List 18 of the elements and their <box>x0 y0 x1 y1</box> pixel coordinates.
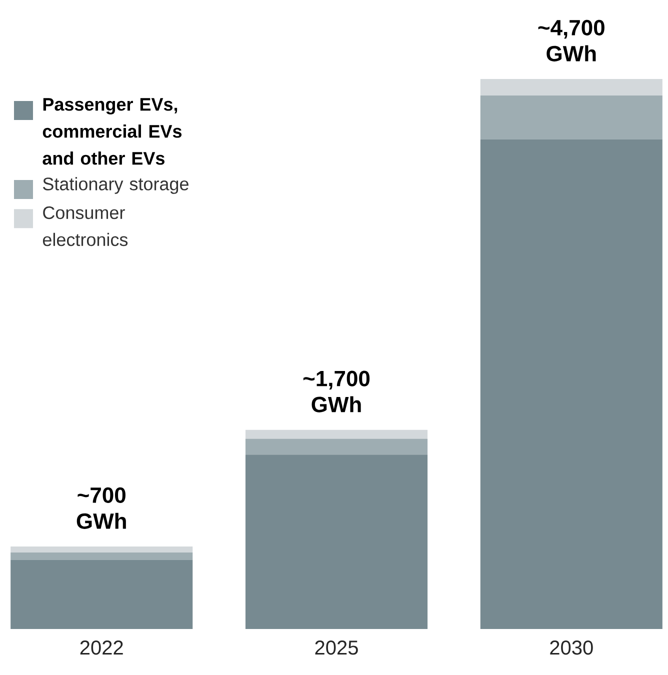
x-tick-label: 2025 <box>315 640 358 655</box>
x-tick-label: 2022 <box>80 640 123 655</box>
bar <box>10 560 193 629</box>
bar <box>245 438 428 455</box>
bar <box>245 454 428 629</box>
bar <box>245 430 428 439</box>
bar <box>10 546 193 553</box>
bar <box>480 78 662 96</box>
legend-label: Consumer electronics <box>42 206 128 246</box>
legend-label: Stationary storage <box>43 177 188 194</box>
bar <box>480 139 662 629</box>
annotation: ~700 GWh <box>76 487 126 529</box>
legend-label: Passenger EVs, commercial EVs and other EVs <box>42 98 182 165</box>
annotation: ~1,700 GWh <box>303 370 370 412</box>
x-tick-label: 2030 <box>550 640 593 655</box>
bar <box>10 552 193 560</box>
bar <box>480 95 662 140</box>
annotation: ~4,700 GWh <box>538 20 604 62</box>
